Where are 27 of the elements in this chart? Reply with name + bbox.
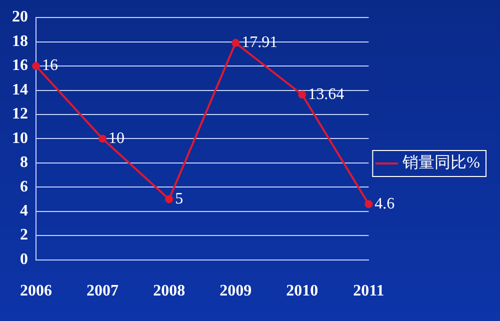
legend-label: 销量同比%: [402, 154, 480, 172]
data-label: 5: [175, 190, 184, 208]
y-tick-label: 18: [12, 32, 28, 50]
y-tick-label: 12: [12, 106, 28, 123]
point: [98, 134, 107, 143]
point: [298, 90, 306, 99]
y-tick-label: 16: [12, 57, 28, 74]
point: [364, 200, 373, 208]
point: [32, 62, 40, 70]
y-tick-label: 14: [12, 81, 28, 98]
data-label: 13.64: [308, 86, 344, 103]
y-tick-label: 20: [12, 8, 28, 26]
x-tick-label: 2009: [220, 282, 252, 300]
x-tick-label: 2010: [286, 282, 318, 300]
x-tick-label: 2008: [153, 282, 186, 300]
y-tick-label: 8: [20, 154, 28, 172]
point: [232, 38, 240, 47]
x-tick-label: 2007: [86, 282, 119, 300]
y-tick-label: 6: [20, 178, 28, 196]
y-tick-label: 10: [12, 130, 28, 147]
data-label: 4.6: [374, 195, 395, 212]
x-tick-label: 2006: [20, 282, 52, 300]
y-tick-label: 2: [20, 226, 28, 244]
y-tick-label: 0: [20, 250, 28, 268]
y-tick-label: 4: [20, 202, 28, 220]
x-tick-label: 2011: [353, 282, 384, 300]
point: [165, 195, 174, 204]
